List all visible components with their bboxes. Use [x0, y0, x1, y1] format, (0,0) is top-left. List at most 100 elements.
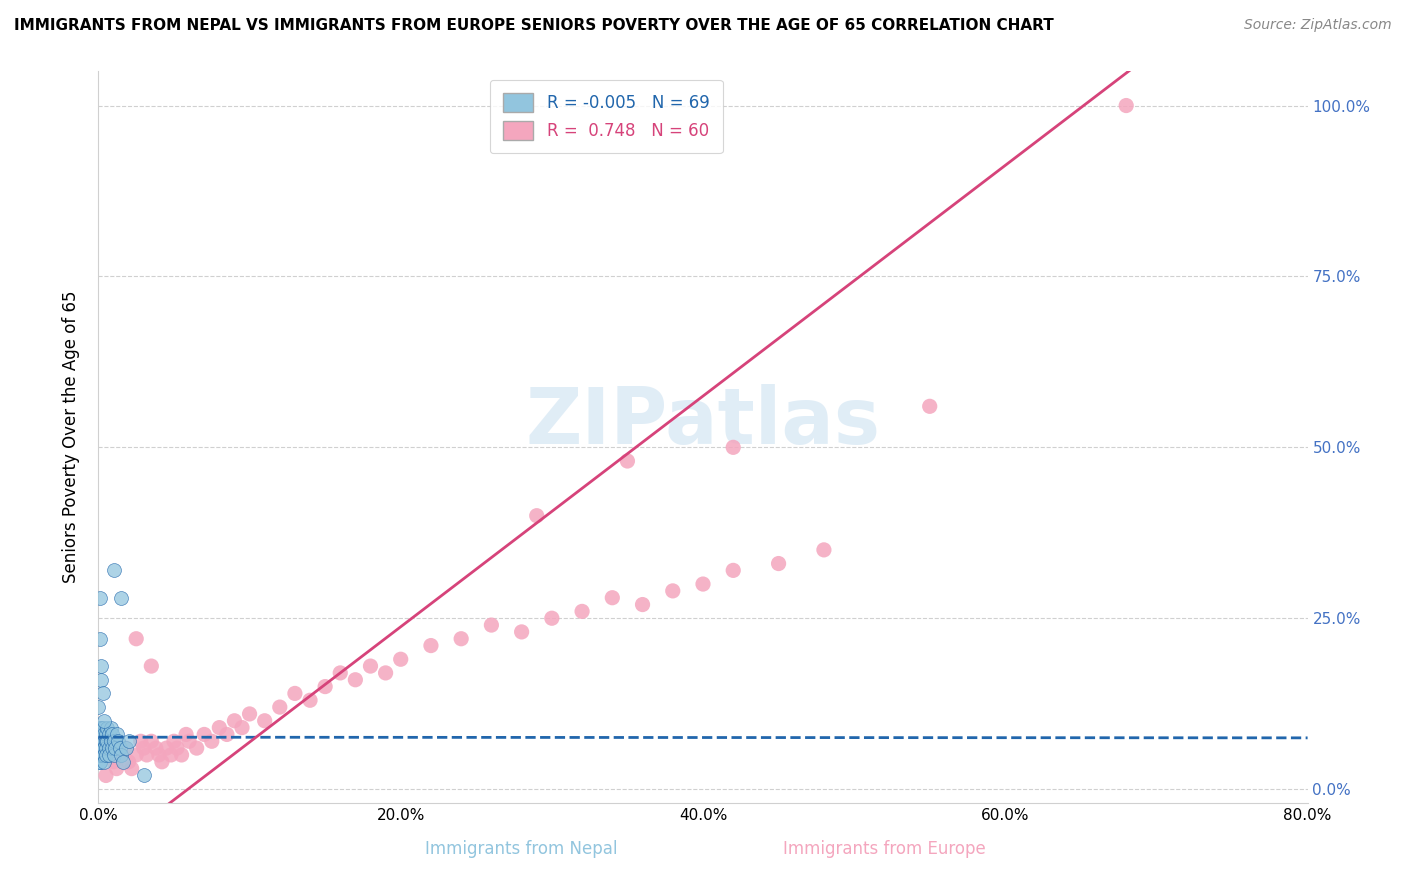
Point	[93, 741, 115, 756]
Point	[661, 583, 683, 598]
Point	[114, 741, 136, 756]
Point	[201, 734, 224, 748]
Point	[571, 604, 593, 618]
Point	[155, 741, 177, 756]
Point	[360, 659, 382, 673]
Point	[103, 734, 125, 748]
Point	[540, 611, 562, 625]
Text: Source: ZipAtlas.com: Source: ZipAtlas.com	[1244, 18, 1392, 32]
Point	[105, 727, 128, 741]
Point	[450, 632, 472, 646]
Point	[94, 768, 117, 782]
Point	[150, 755, 173, 769]
Point	[389, 652, 412, 666]
Point	[179, 734, 201, 748]
Point	[89, 632, 111, 646]
Point	[89, 727, 111, 741]
Point	[91, 727, 114, 741]
Point	[89, 755, 111, 769]
Point	[110, 747, 132, 762]
Point	[87, 734, 110, 748]
Point	[103, 747, 125, 762]
Point	[186, 741, 208, 756]
Point	[90, 673, 112, 687]
Point	[135, 747, 157, 762]
Point	[208, 721, 231, 735]
Point	[89, 734, 111, 748]
Point	[145, 741, 167, 756]
Point	[110, 747, 132, 762]
Text: Immigrants from Nepal: Immigrants from Nepal	[426, 840, 617, 858]
Point	[510, 624, 533, 639]
Point	[231, 721, 253, 735]
Point	[89, 741, 111, 756]
Point	[89, 741, 111, 756]
Point	[89, 727, 111, 741]
Point	[692, 577, 714, 591]
Point	[129, 734, 152, 748]
Point	[94, 747, 117, 762]
Point	[90, 727, 112, 741]
Point	[481, 618, 503, 632]
Point	[269, 700, 291, 714]
Point	[174, 727, 197, 741]
Point	[100, 721, 122, 735]
Point	[93, 755, 115, 769]
Point	[374, 665, 396, 680]
Point	[93, 734, 115, 748]
Point	[141, 659, 163, 673]
Point	[118, 755, 141, 769]
Point	[98, 741, 121, 756]
Point	[193, 727, 215, 741]
Point	[90, 747, 112, 762]
Text: Immigrants from Europe: Immigrants from Europe	[783, 840, 986, 858]
Point	[918, 400, 941, 414]
Point	[98, 727, 121, 741]
Point	[87, 700, 110, 714]
Point	[813, 542, 835, 557]
Point	[141, 734, 163, 748]
Point	[91, 741, 114, 756]
Point	[90, 747, 112, 762]
Point	[105, 762, 128, 776]
Point	[96, 721, 118, 735]
Point	[420, 639, 443, 653]
Point	[125, 747, 148, 762]
Point	[723, 440, 745, 454]
Point	[91, 721, 114, 735]
Point	[111, 755, 134, 769]
Point	[101, 727, 124, 741]
Y-axis label: Seniors Poverty Over the Age of 65: Seniors Poverty Over the Age of 65	[62, 291, 80, 583]
Point	[91, 741, 114, 756]
Point	[170, 747, 193, 762]
Point	[239, 706, 262, 721]
Point	[299, 693, 322, 707]
Point	[132, 768, 155, 782]
Point	[121, 762, 143, 776]
Point	[91, 686, 114, 700]
Point	[160, 747, 183, 762]
Point	[87, 747, 110, 762]
Point	[344, 673, 367, 687]
Point	[616, 454, 638, 468]
Point	[89, 747, 111, 762]
Point	[114, 741, 136, 756]
Legend: R = -0.005   N = 69, R =  0.748   N = 60: R = -0.005 N = 69, R = 0.748 N = 60	[489, 79, 723, 153]
Point	[103, 563, 125, 577]
Point	[100, 734, 122, 748]
Text: ZIPatlas: ZIPatlas	[526, 384, 880, 460]
Point	[90, 659, 112, 673]
Point	[89, 747, 111, 762]
Point	[602, 591, 624, 605]
Point	[118, 734, 141, 748]
Point	[768, 557, 790, 571]
Point	[132, 741, 155, 756]
Point	[90, 741, 112, 756]
Point	[1115, 98, 1137, 112]
Point	[329, 665, 352, 680]
Point	[93, 714, 115, 728]
Point	[125, 632, 148, 646]
Point	[224, 714, 246, 728]
Point	[107, 734, 129, 748]
Point	[94, 741, 117, 756]
